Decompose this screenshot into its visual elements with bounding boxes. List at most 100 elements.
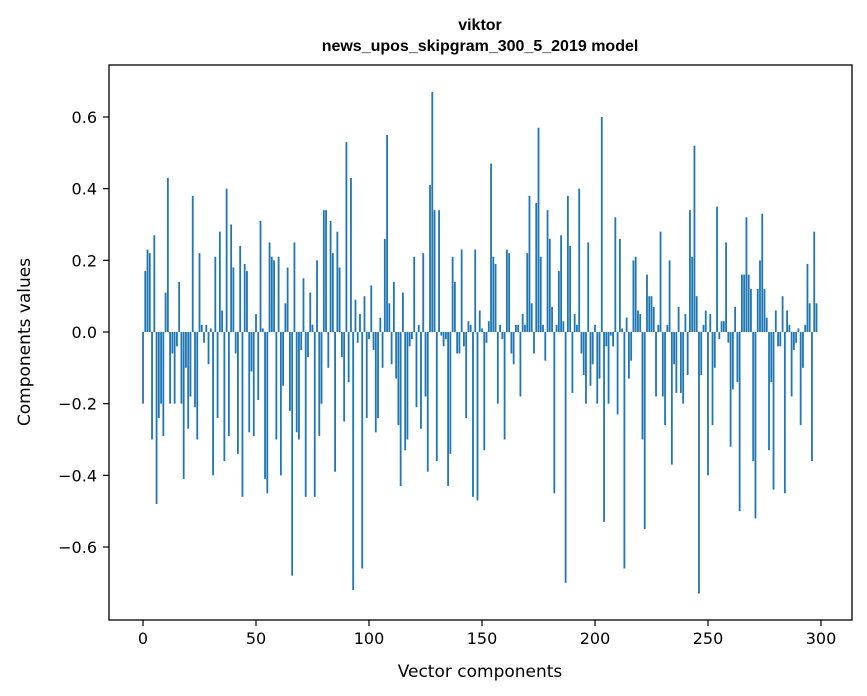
bar xyxy=(799,332,802,426)
bar xyxy=(657,324,660,332)
bar xyxy=(788,324,791,332)
bar xyxy=(304,332,307,497)
bar xyxy=(279,332,282,476)
bar xyxy=(286,267,289,332)
bar xyxy=(390,332,393,365)
bar xyxy=(689,210,691,332)
bar xyxy=(704,310,707,332)
bar xyxy=(166,177,169,332)
bar xyxy=(275,332,278,440)
bar xyxy=(594,324,596,332)
bar xyxy=(582,332,585,375)
bar xyxy=(585,332,587,404)
bar xyxy=(255,314,257,332)
y-tick-label: 0.4 xyxy=(72,180,97,199)
bar xyxy=(770,332,773,383)
bar xyxy=(772,332,775,490)
bar xyxy=(616,332,619,415)
bar xyxy=(433,210,436,332)
bar xyxy=(738,332,741,512)
bar xyxy=(512,332,515,365)
bar xyxy=(474,249,477,332)
bar xyxy=(379,317,382,332)
bar xyxy=(727,332,730,343)
bar xyxy=(248,332,251,433)
bar xyxy=(148,253,151,332)
bar xyxy=(460,249,463,332)
bar xyxy=(698,332,700,594)
bar xyxy=(189,332,192,397)
bar xyxy=(548,238,551,332)
bar xyxy=(246,271,248,332)
bar xyxy=(476,332,479,501)
bar xyxy=(528,195,531,332)
bar xyxy=(759,260,761,332)
bar xyxy=(695,296,698,332)
bar xyxy=(438,210,440,332)
bar xyxy=(546,210,549,332)
bar xyxy=(411,332,413,340)
bar xyxy=(194,332,196,408)
bar xyxy=(230,224,233,332)
bar xyxy=(350,177,352,332)
x-tick-label: 200 xyxy=(580,629,611,648)
chart-title: viktor xyxy=(458,17,502,34)
bar xyxy=(734,306,737,332)
bar xyxy=(533,332,535,354)
x-tick-label: 50 xyxy=(246,629,266,648)
bar xyxy=(763,289,766,332)
bar xyxy=(329,220,332,332)
bar xyxy=(752,332,755,461)
bar xyxy=(664,332,666,426)
bar xyxy=(284,303,287,332)
bar xyxy=(711,332,714,426)
bar xyxy=(354,299,357,332)
bar xyxy=(361,332,364,569)
bar xyxy=(151,332,153,440)
bar xyxy=(765,317,768,332)
bar xyxy=(322,210,325,332)
bar xyxy=(639,314,642,332)
bar xyxy=(173,332,176,404)
bar xyxy=(729,332,732,447)
bar xyxy=(469,324,472,332)
bar xyxy=(811,332,813,461)
bar xyxy=(643,332,646,530)
bar xyxy=(327,332,330,368)
bar xyxy=(191,195,194,332)
x-tick-label: 150 xyxy=(467,629,498,648)
bar xyxy=(625,317,628,332)
bar xyxy=(515,324,517,332)
bar xyxy=(786,310,789,332)
bar xyxy=(203,332,205,343)
bar xyxy=(209,328,212,332)
bar xyxy=(700,332,703,375)
bar xyxy=(352,332,355,590)
bar xyxy=(277,256,280,332)
bar xyxy=(356,332,359,343)
bar xyxy=(623,332,626,569)
bar xyxy=(259,220,262,332)
bar xyxy=(587,242,590,332)
bar xyxy=(725,242,727,332)
bar xyxy=(309,292,312,332)
bar xyxy=(646,274,648,332)
bar xyxy=(722,321,725,332)
bar xyxy=(144,271,147,332)
bar xyxy=(673,332,676,365)
bar xyxy=(569,246,572,332)
bar xyxy=(388,303,391,332)
bar xyxy=(298,332,300,440)
bar xyxy=(266,332,269,494)
bar xyxy=(542,324,544,332)
bar xyxy=(535,203,538,332)
bar xyxy=(661,332,664,397)
y-tick-label: −0.6 xyxy=(58,538,97,557)
bar xyxy=(808,303,811,332)
bar xyxy=(747,274,750,332)
x-axis-label: Vector components xyxy=(398,662,563,682)
bar xyxy=(331,253,334,332)
bar xyxy=(603,332,605,522)
bar xyxy=(472,332,474,497)
bar xyxy=(347,332,350,383)
